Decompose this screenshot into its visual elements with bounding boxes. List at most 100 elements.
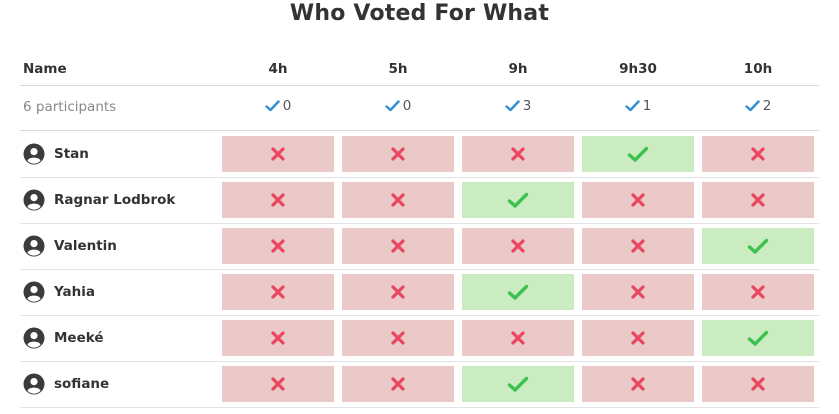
vote-cell-no[interactable] — [582, 274, 694, 310]
participant-row: Yahia — [20, 269, 819, 316]
participant-row: Meeké — [20, 315, 819, 362]
cross-icon — [391, 377, 405, 391]
check-icon — [265, 100, 280, 112]
check-icon — [627, 146, 649, 162]
participant: Ragnar Lodbrok — [23, 189, 175, 211]
participant-name: Meeké — [54, 330, 104, 346]
vote-count-cell: 2 — [702, 98, 814, 114]
vote-cell-no[interactable] — [342, 366, 454, 402]
vote-cell-yes[interactable] — [462, 274, 574, 310]
vote-count-row: 6 participants 0 0 3 1 2 — [20, 86, 819, 131]
vote-cell-no[interactable] — [462, 320, 574, 356]
cross-icon — [631, 193, 645, 207]
vote-cell-no[interactable] — [342, 228, 454, 264]
vote-cell-no[interactable] — [462, 136, 574, 172]
slot-header-5h: 5h — [388, 61, 408, 77]
user-circle-icon — [23, 189, 45, 211]
vote-cell-yes[interactable] — [462, 366, 574, 402]
user-circle-icon — [23, 143, 45, 165]
vote-count-cell: 3 — [462, 98, 574, 114]
participant-row: Stan — [20, 131, 819, 178]
check-icon — [507, 376, 529, 392]
cross-icon — [631, 285, 645, 299]
vote-cell-no[interactable] — [342, 182, 454, 218]
vote-cell-no[interactable] — [582, 320, 694, 356]
vote-cell-no[interactable] — [702, 366, 814, 402]
slot-header-4h: 4h — [268, 61, 288, 77]
vote-cell-yes[interactable] — [462, 182, 574, 218]
slot-header-9h: 9h — [508, 61, 528, 77]
vote-cell-yes[interactable] — [702, 320, 814, 356]
participant-name: Yahia — [54, 284, 95, 300]
participant: Valentin — [23, 235, 117, 257]
participant: sofiane — [23, 373, 109, 395]
vote-cell-no[interactable] — [222, 320, 334, 356]
vote-count-cell: 0 — [342, 98, 454, 114]
slot-header-10h: 10h — [743, 61, 773, 77]
participant: Meeké — [23, 327, 104, 349]
vote-count-cell: 1 — [582, 98, 694, 114]
cross-icon — [751, 377, 765, 391]
user-circle-icon — [23, 281, 45, 303]
check-icon — [507, 284, 529, 300]
participant: Stan — [23, 143, 89, 165]
vote-count-cell: 0 — [222, 98, 334, 114]
cross-icon — [271, 147, 285, 161]
vote-cell-no[interactable] — [702, 136, 814, 172]
vote-count-value: 3 — [522, 98, 532, 114]
vote-count-value: 0 — [402, 98, 412, 114]
vote-cell-no[interactable] — [222, 182, 334, 218]
cross-icon — [391, 193, 405, 207]
vote-cell-no[interactable] — [702, 182, 814, 218]
vote-cell-no[interactable] — [582, 366, 694, 402]
cross-icon — [271, 193, 285, 207]
participants-count: 6 participants — [23, 99, 117, 115]
check-icon — [747, 238, 769, 254]
cross-icon — [391, 331, 405, 345]
vote-count-value: 0 — [282, 98, 292, 114]
check-icon — [747, 330, 769, 346]
cross-icon — [511, 147, 525, 161]
participant-row: Valentin — [20, 223, 819, 270]
slot-header-9h30: 9h30 — [619, 61, 657, 77]
vote-cell-no[interactable] — [702, 274, 814, 310]
check-icon — [507, 192, 529, 208]
vote-cell-no[interactable] — [462, 228, 574, 264]
cross-icon — [391, 147, 405, 161]
vote-cell-no[interactable] — [342, 136, 454, 172]
cross-icon — [271, 331, 285, 345]
vote-cell-yes[interactable] — [702, 228, 814, 264]
user-circle-icon — [23, 327, 45, 349]
vote-cell-no[interactable] — [342, 320, 454, 356]
vote-cell-no[interactable] — [582, 228, 694, 264]
vote-cell-no[interactable] — [222, 228, 334, 264]
participant-name: Valentin — [54, 238, 117, 254]
user-circle-icon — [23, 235, 45, 257]
participant-name: Stan — [54, 146, 89, 162]
check-icon — [625, 100, 640, 112]
vote-cell-yes[interactable] — [582, 136, 694, 172]
vote-cell-no[interactable] — [582, 182, 694, 218]
user-circle-icon — [23, 373, 45, 395]
cross-icon — [511, 239, 525, 253]
vote-count-value: 2 — [762, 98, 772, 114]
cross-icon — [391, 285, 405, 299]
participant: Yahia — [23, 281, 95, 303]
page-title: Who Voted For What — [289, 1, 550, 26]
cross-icon — [511, 331, 525, 345]
check-icon — [505, 100, 520, 112]
cross-icon — [271, 377, 285, 391]
check-icon — [385, 100, 400, 112]
cross-icon — [631, 377, 645, 391]
vote-cell-no[interactable] — [222, 274, 334, 310]
name-column-header: Name — [23, 61, 67, 77]
vote-cell-no[interactable] — [222, 366, 334, 402]
vote-count-value: 1 — [642, 98, 652, 114]
cross-icon — [631, 331, 645, 345]
cross-icon — [751, 193, 765, 207]
vote-cell-no[interactable] — [222, 136, 334, 172]
table-header-row: Name 4h 5h 9h 9h30 10h — [20, 55, 819, 86]
vote-cell-no[interactable] — [342, 274, 454, 310]
participant-row: sofiane — [20, 361, 819, 408]
cross-icon — [631, 239, 645, 253]
